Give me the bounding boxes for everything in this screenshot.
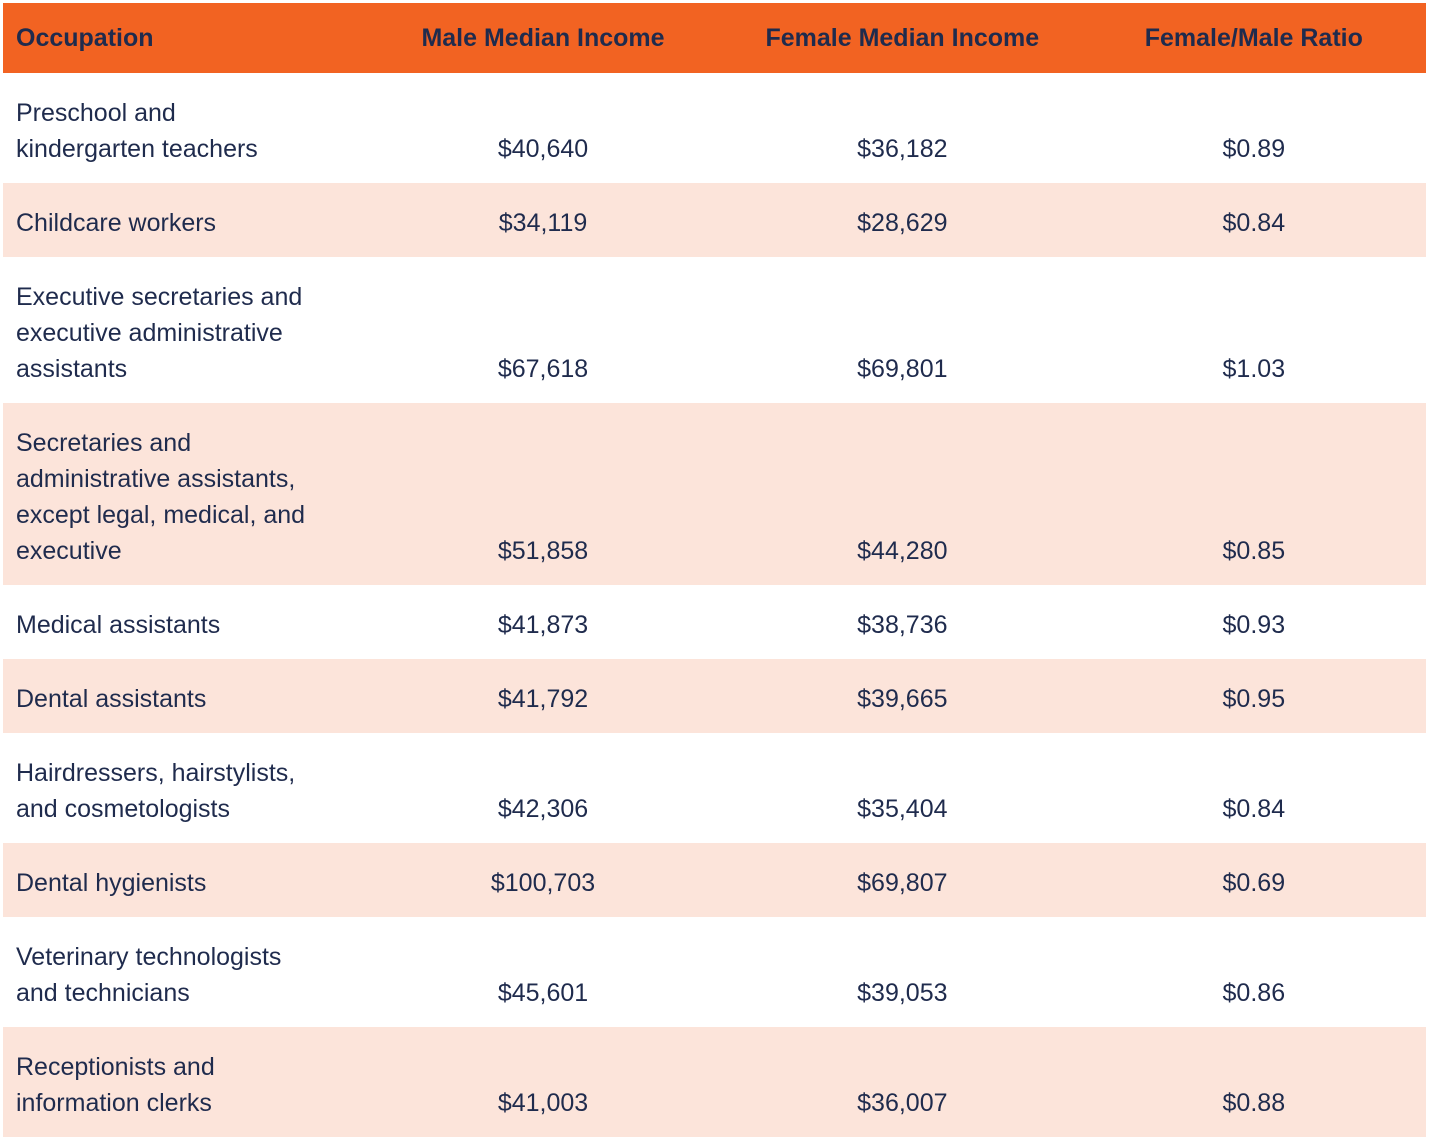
ratio-cell: $0.88 (1081, 1027, 1426, 1137)
female-income-cell: $69,807 (723, 843, 1082, 917)
ratio-cell: $0.69 (1081, 843, 1426, 917)
header-occupation: Occupation (3, 3, 364, 73)
ratio-cell: $0.95 (1081, 659, 1426, 733)
occupation-cell: Dental assistants (3, 659, 364, 733)
header-male-median-income: Male Median Income (363, 3, 724, 73)
table-header-row: Occupation Male Median Income Female Med… (3, 3, 1426, 73)
male-income-cell: $45,601 (497, 979, 589, 1007)
ratio-cell: $0.84 (1081, 183, 1426, 257)
table-row: Receptionists and information clerks $41… (3, 1027, 1426, 1137)
ratio-cell: $0.86 (1222, 979, 1286, 1007)
table-row: Executive secretaries and executive admi… (3, 257, 1426, 403)
female-income-cell: $39,053 (857, 979, 948, 1007)
table-row: Medical assistants $41,873 $38,736 $0.93 (3, 585, 1426, 659)
table-row: Secretaries and administrative assistant… (3, 403, 1426, 585)
table-row: Dental hygienists $100,703 $69,807 $0.69 (3, 843, 1426, 917)
occupation-cell: Childcare workers (3, 183, 364, 257)
female-income-cell: $69,801 (857, 355, 948, 383)
male-income-cell: $100,703 (363, 843, 724, 917)
table-row: Veterinary technologists and technicians… (3, 917, 1426, 1027)
occupation-cell: Veterinary technologists and technicians (16, 943, 282, 1007)
male-income-cell: $42,306 (497, 795, 589, 823)
ratio-cell: $0.85 (1081, 403, 1426, 585)
occupation-cell: Hairdressers, hairstylists, and cosmetol… (16, 759, 296, 823)
male-income-cell: $51,858 (363, 403, 724, 585)
header-female-male-ratio: Female/Male Ratio (1081, 3, 1426, 73)
ratio-cell: $0.89 (1222, 135, 1286, 163)
female-income-cell: $38,736 (857, 611, 948, 639)
occupation-cell: Executive secretaries and executive admi… (16, 283, 303, 383)
male-income-cell: $34,119 (363, 183, 724, 257)
header-female-median-income: Female Median Income (723, 3, 1082, 73)
occupation-cell: Medical assistants (16, 611, 221, 639)
table-row: Preschool and kindergarten teachers $40,… (3, 73, 1426, 183)
table-row: Dental assistants $41,792 $39,665 $0.95 (3, 659, 1426, 733)
table-row: Hairdressers, hairstylists, and cosmetol… (3, 733, 1426, 843)
female-income-cell: $35,404 (857, 795, 948, 823)
female-income-cell: $39,665 (723, 659, 1082, 733)
male-income-cell: $41,792 (363, 659, 724, 733)
female-income-cell: $44,280 (723, 403, 1082, 585)
income-table: Occupation Male Median Income Female Med… (3, 3, 1426, 1137)
ratio-cell: $1.03 (1222, 355, 1286, 383)
ratio-cell: $0.93 (1222, 611, 1286, 639)
male-income-cell: $41,873 (497, 611, 589, 639)
occupation-cell: Preschool and kindergarten teachers (16, 99, 258, 163)
occupation-cell: Secretaries and administrative assistant… (3, 403, 364, 585)
female-income-cell: $28,629 (723, 183, 1082, 257)
ratio-cell: $0.84 (1222, 795, 1286, 823)
occupation-cell: Dental hygienists (3, 843, 364, 917)
male-income-cell: $67,618 (497, 355, 589, 383)
male-income-cell: $41,003 (363, 1027, 724, 1137)
table-row: Childcare workers $34,119 $28,629 $0.84 (3, 183, 1426, 257)
female-income-cell: $36,182 (857, 135, 948, 163)
female-income-cell: $36,007 (723, 1027, 1082, 1137)
occupation-cell: Receptionists and information clerks (3, 1027, 364, 1137)
male-income-cell: $40,640 (497, 135, 589, 163)
